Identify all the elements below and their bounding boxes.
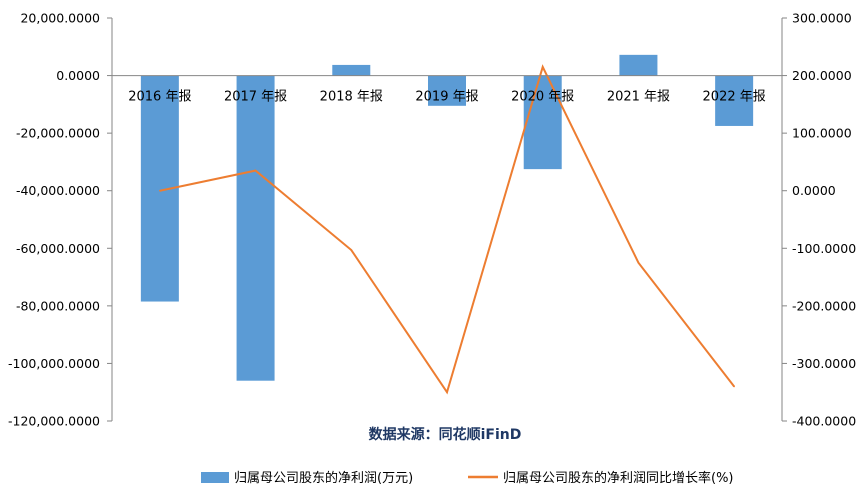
left-tick-label: -40,000.0000 xyxy=(16,183,100,198)
left-tick-label: 20,000.0000 xyxy=(20,11,100,26)
left-axis-ticks: 20,000.0000 0.0000 -20,000.0000 -40,000.000… xyxy=(8,11,112,429)
left-tick-label: 0.0000 xyxy=(56,68,100,83)
category-label: 2018 年报 xyxy=(320,90,383,105)
right-tick-label: -100.0000 xyxy=(792,241,856,256)
line-layer xyxy=(159,64,735,395)
bar-6 xyxy=(715,75,754,126)
growth-rate-point-4 xyxy=(541,66,544,68)
bars-layer xyxy=(140,54,754,381)
growth-rate-point-3 xyxy=(446,391,448,394)
category-label: 2022 年报 xyxy=(703,90,766,105)
growth-rate-point-2 xyxy=(350,249,353,251)
growth-rate-point-5 xyxy=(637,261,640,264)
right-tick-label: 300.0000 xyxy=(792,11,852,26)
right-tick-label: 100.0000 xyxy=(792,126,852,141)
right-axis-ticks: 300.0000 200.0000 100.0000 0.0000 -100.0000 -… xyxy=(782,11,856,429)
bar-5 xyxy=(619,54,658,76)
legend: 归属母公司股东的净利润(万元) 归属母公司股东的净利润同比增长率(%) xyxy=(201,470,734,486)
bar-2 xyxy=(332,64,371,76)
bar-3 xyxy=(428,75,466,106)
source-note: 数据来源：同花顺iFinD xyxy=(369,426,522,443)
category-label: 2020 年报 xyxy=(511,90,574,105)
left-tick-label: -120,000.0000 xyxy=(8,414,100,429)
right-tick-label: 200.0000 xyxy=(792,68,852,83)
right-tick-label: -400.0000 xyxy=(792,414,856,429)
legend-line-label: 归属母公司股东的净利润同比增长率(%) xyxy=(503,470,734,486)
legend-bar-label: 归属母公司股东的净利润(万元) xyxy=(234,470,413,486)
growth-rate-point-6 xyxy=(733,385,735,388)
left-tick-label: -60,000.0000 xyxy=(16,241,100,256)
left-tick-label: -80,000.0000 xyxy=(16,298,100,313)
category-label: 2016 年报 xyxy=(128,90,191,105)
right-tick-label: -200.0000 xyxy=(792,298,856,313)
bar-1 xyxy=(236,75,275,381)
axis-layer xyxy=(111,18,783,421)
growth-rate-point-0 xyxy=(159,189,161,192)
category-label: 2021 年报 xyxy=(607,90,670,105)
left-tick-label: -100,000.0000 xyxy=(8,356,100,371)
growth-rate-point-1 xyxy=(254,169,257,172)
category-labels: 2016 年报 2017 年报 2018 年报 2019 年报 2020 年报 2021 … xyxy=(128,90,766,105)
category-label: 2019 年报 xyxy=(415,90,478,105)
left-tick-label: -20,000.0000 xyxy=(16,126,100,141)
legend-bar-swatch xyxy=(201,472,229,483)
right-tick-label: -300.0000 xyxy=(792,356,856,371)
right-tick-label: 0.0000 xyxy=(792,183,836,198)
category-label: 2017 年报 xyxy=(224,90,287,105)
